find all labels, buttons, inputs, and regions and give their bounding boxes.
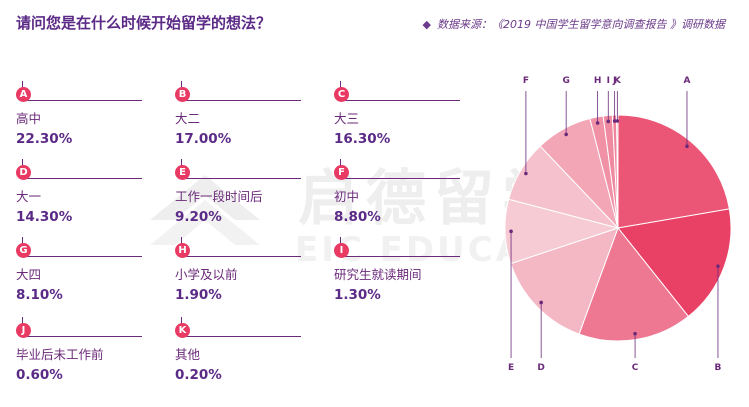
- legend-percent: 0.20%: [175, 367, 222, 383]
- legend-letter: I: [334, 243, 349, 258]
- pie-slice-b: [617, 208, 732, 318]
- legend-label: 其他: [175, 347, 201, 362]
- diamond-icon: ◆: [422, 18, 431, 31]
- leader-dot-a: [685, 144, 689, 148]
- pie-label-h: H: [594, 76, 602, 86]
- pie-slice-c: [578, 226, 690, 342]
- pie-label-d: D: [537, 363, 544, 373]
- leader-dot-j: [612, 119, 617, 123]
- leader-dot-k: [615, 119, 620, 123]
- legend-item-a: A 高中 22.30%: [16, 81, 176, 147]
- legend-item-b: B 大二 17.00%: [175, 81, 335, 147]
- legend-item-j: J 毕业后未工作前 0.60%: [16, 317, 176, 383]
- leader-dot-i: [606, 119, 611, 124]
- legend-percent: 22.30%: [16, 131, 73, 147]
- pie-label-g: G: [562, 76, 569, 86]
- pie-label-i: I: [607, 76, 610, 86]
- legend-item-f: F 初中 8.80%: [334, 159, 494, 225]
- leader-dot-b: [716, 264, 720, 268]
- legend-letter: G: [16, 243, 31, 258]
- legend-letter: F: [334, 165, 349, 180]
- legend-label: 研究生就读期间: [334, 267, 422, 282]
- legend-item-h: H 小学及以前 1.90%: [175, 237, 335, 303]
- pie-label-j: J: [612, 76, 616, 86]
- watermark-logo-icon: [150, 175, 260, 245]
- legend-label: 大二: [175, 111, 201, 126]
- legend-item-k: K 其他 0.20%: [175, 317, 335, 383]
- data-source: ◆ 数据来源：《2019 中国学生留学意向调查报告 》调研数据: [423, 16, 725, 32]
- leader-dot-g: [564, 132, 568, 137]
- pie-label-c: C: [632, 363, 639, 373]
- legend-percent: 9.20%: [175, 209, 222, 225]
- legend-percent: 14.30%: [16, 209, 73, 225]
- pie-slice-a: [617, 114, 730, 229]
- pie-label-b: B: [715, 363, 722, 373]
- legend-percent: 1.30%: [334, 287, 381, 303]
- legend-percent: 17.00%: [175, 131, 232, 147]
- legend-label: 初中: [334, 189, 360, 204]
- legend-percent: 16.30%: [334, 131, 391, 147]
- legend-percent: 0.60%: [16, 367, 63, 383]
- legend-label: 大四: [16, 267, 42, 282]
- legend-percent: 8.80%: [334, 209, 381, 225]
- leader-dot-d: [539, 300, 543, 305]
- pie-slice-d: [510, 227, 619, 335]
- pie-label-f: F: [523, 76, 529, 86]
- pie-label-a: A: [683, 76, 690, 86]
- legend-letter: C: [334, 87, 349, 102]
- legend-item-c: C 大三 16.30%: [334, 81, 494, 147]
- legend-item-g: G 大四 8.10%: [16, 237, 176, 303]
- legend-letter: H: [175, 243, 190, 258]
- legend-letter: A: [16, 87, 31, 102]
- legend-letter: D: [16, 165, 31, 180]
- legend-percent: 8.10%: [16, 287, 63, 303]
- data-source-text: 数据来源：《2019 中国学生留学意向调查报告 》调研数据: [437, 18, 725, 31]
- pie-label-k: K: [614, 76, 622, 86]
- legend-letter: K: [175, 323, 190, 338]
- legend-item-i: I 研究生就读期间 1.30%: [334, 237, 494, 303]
- leader-dot-e: [509, 229, 513, 234]
- legend-label: 毕业后未工作前: [16, 347, 104, 362]
- legend-label: 大一: [16, 189, 42, 204]
- legend-item-e: E 工作一段时间后 9.20%: [175, 159, 335, 225]
- legend-label: 工作一段时间后: [175, 189, 263, 204]
- pie-label-e: E: [508, 363, 514, 373]
- legend-item-d: D 大一 14.30%: [16, 159, 176, 225]
- legend-letter: B: [175, 87, 190, 102]
- legend-letter: E: [175, 165, 190, 180]
- leader-dot-f: [524, 171, 528, 176]
- legend-percent: 1.90%: [175, 287, 222, 303]
- chart-title: 请问您是在什么时候开始留学的想法？: [16, 14, 272, 32]
- leader-dot-c: [633, 331, 637, 336]
- legend-label: 小学及以前: [175, 267, 238, 282]
- legend-label: 大三: [334, 111, 360, 126]
- legend-letter: J: [16, 323, 31, 338]
- legend-label: 高中: [16, 111, 42, 126]
- leader-dot-h: [595, 121, 600, 125]
